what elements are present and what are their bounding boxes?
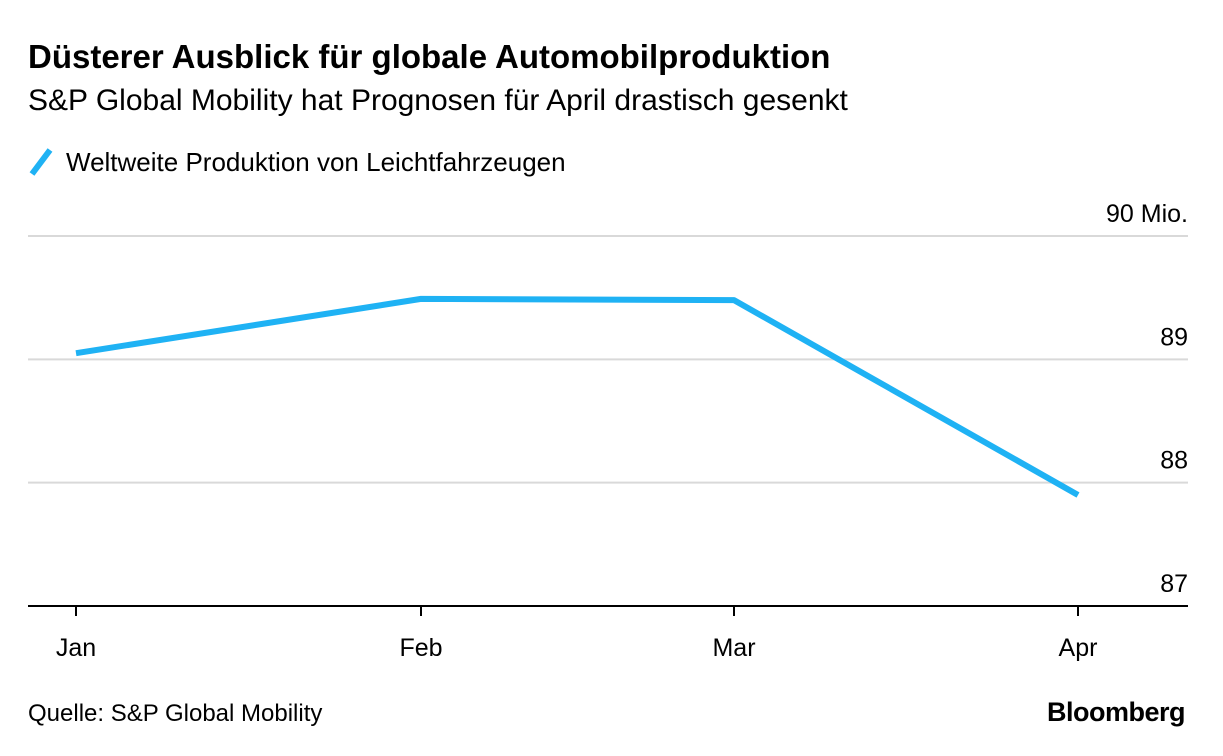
source-note: Quelle: S&P Global Mobility [28,700,323,727]
bloomberg-logo: Bloomberg [1046,697,1186,727]
x-tick-label: Feb [399,634,442,662]
legend-label: Weltweite Produktion von Leichtfahrzeuge… [66,146,566,177]
legend: Weltweite Produktion von Leichtfahrzeuge… [28,146,566,178]
y-tick-label: 87 [1160,570,1188,598]
y-tick-label: 88 [1160,447,1188,475]
series-line [75,295,1080,498]
chart-subtitle: S&P Global Mobility hat Prognosen für Ap… [28,84,848,117]
y-tick-label: 90 Mio. [1106,200,1188,228]
chart-title: Düsterer Ausblick für globale Automobilp… [28,38,831,75]
legend-swatch [29,148,53,176]
line-chart: 87 88 89 90 Mio. Jan Feb Mar Apr [28,200,1188,662]
y-tick-label: 89 [1160,323,1188,351]
x-tick-label: Jan [56,634,96,662]
x-tick-label: Apr [1059,634,1098,662]
x-tick-label: Mar [712,634,755,662]
